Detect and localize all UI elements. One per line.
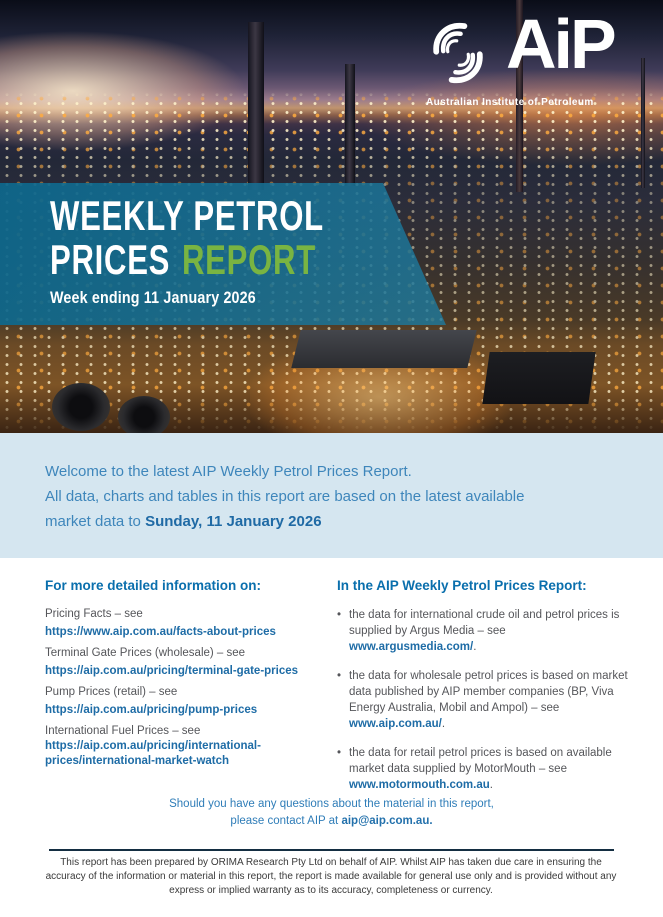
report-title-line1: WEEKLY PETROL bbox=[50, 195, 324, 237]
aip-swirl-icon bbox=[433, 22, 483, 84]
welcome-line1: Welcome to the latest AIP Weekly Petrol … bbox=[45, 463, 412, 480]
title-prices: PRICES bbox=[50, 236, 171, 283]
info-link-item: Terminal Gate Prices (wholesale) – see h… bbox=[45, 646, 337, 679]
bullet-icon: • bbox=[337, 670, 342, 682]
photo-tower bbox=[345, 64, 355, 186]
contact-line2: please contact AIP at bbox=[230, 815, 342, 827]
contact-email[interactable]: aip@aip.com.au. bbox=[341, 815, 433, 827]
info-link-label: Pump Prices (retail) – see bbox=[45, 686, 178, 698]
title-banner bbox=[0, 183, 446, 325]
info-link-url[interactable]: https://www.aip.com.au/facts-about-price… bbox=[45, 626, 276, 638]
title-report-green: REPORT bbox=[181, 236, 316, 283]
photo-chimney bbox=[516, 0, 523, 192]
aip-tagline: Australian Institute of Petroleum bbox=[426, 97, 594, 108]
photo-roof bbox=[291, 330, 477, 368]
title-weekly-petrol: WEEKLY PETROL bbox=[50, 192, 324, 239]
photo-cooling-fan bbox=[118, 396, 170, 433]
welcome-text: Welcome to the latest AIP Weekly Petrol … bbox=[45, 459, 524, 534]
report-note-item: • the data for international crude oil a… bbox=[337, 607, 635, 655]
contact-line1: Should you have any questions about the … bbox=[169, 798, 494, 810]
note-text: the data for wholesale petrol prices is … bbox=[349, 670, 628, 714]
aip-brand-text: AiP bbox=[506, 5, 617, 83]
report-note-text: the data for international crude oil and… bbox=[349, 607, 635, 655]
photo-flare-stack bbox=[641, 58, 645, 188]
info-link-url[interactable]: https://aip.com.au/pricing/pump-prices bbox=[45, 704, 258, 716]
footer-divider bbox=[49, 849, 614, 851]
report-note-link[interactable]: www.aip.com.au/ bbox=[349, 718, 442, 730]
note-suffix: . bbox=[473, 641, 477, 653]
note-suffix: . bbox=[489, 779, 493, 791]
bullet-icon: • bbox=[337, 609, 342, 621]
photo-tower bbox=[248, 22, 264, 190]
welcome-line3: market data to bbox=[45, 513, 146, 530]
report-note-link[interactable]: www.argusmedia.com/ bbox=[349, 641, 474, 653]
info-link-item: International Fuel Prices – see https://… bbox=[45, 724, 337, 769]
report-notes-section: In the AIP Weekly Petrol Prices Report: … bbox=[337, 578, 635, 806]
welcome-line2: All data, charts and tables in this repo… bbox=[45, 488, 525, 505]
info-link-item: Pricing Facts – see https://www.aip.com.… bbox=[45, 607, 337, 640]
info-link-label: International Fuel Prices – see bbox=[45, 725, 201, 737]
photo-canopy bbox=[482, 352, 596, 404]
info-link-url[interactable]: https://aip.com.au/pricing/terminal-gate… bbox=[45, 665, 299, 677]
aip-logo: AiP Australian Institute of Petroleum bbox=[420, 5, 660, 112]
info-links-section: For more detailed information on: Pricin… bbox=[45, 578, 337, 775]
info-link-item: Pump Prices (retail) – see https://aip.c… bbox=[45, 685, 337, 718]
note-text: the data for international crude oil and… bbox=[349, 609, 620, 637]
photo-cooling-fan bbox=[52, 383, 110, 431]
week-ending-subtitle: Week ending 11 January 2026 bbox=[50, 288, 256, 307]
contact-note: Should you have any questions about the … bbox=[0, 796, 663, 830]
report-note-text: the data for retail petrol prices is bas… bbox=[349, 745, 635, 793]
report-note-link[interactable]: www.motormouth.com.au bbox=[349, 779, 490, 791]
welcome-date: Sunday, 11 January 2026 bbox=[145, 513, 322, 530]
note-text: the data for retail petrol prices is bas… bbox=[349, 747, 612, 775]
report-title-line2: PRICES REPORT bbox=[50, 239, 316, 281]
info-link-label: Pricing Facts – see bbox=[45, 608, 143, 620]
info-link-label: Terminal Gate Prices (wholesale) – see bbox=[45, 647, 246, 659]
report-note-text: the data for wholesale petrol prices is … bbox=[349, 668, 635, 732]
info-links-heading: For more detailed information on: bbox=[45, 578, 262, 593]
disclaimer-text: This report has been prepared by ORIMA R… bbox=[45, 857, 617, 896]
info-link-url[interactable]: https://aip.com.au/pricing/international… bbox=[45, 740, 261, 767]
report-note-item: • the data for wholesale petrol prices i… bbox=[337, 668, 635, 732]
bullet-icon: • bbox=[337, 747, 342, 759]
report-note-item: • the data for retail petrol prices is b… bbox=[337, 745, 635, 793]
report-notes-heading: In the AIP Weekly Petrol Prices Report: bbox=[337, 578, 587, 593]
welcome-strip: Welcome to the latest AIP Weekly Petrol … bbox=[0, 433, 663, 558]
note-suffix: . bbox=[441, 718, 446, 730]
